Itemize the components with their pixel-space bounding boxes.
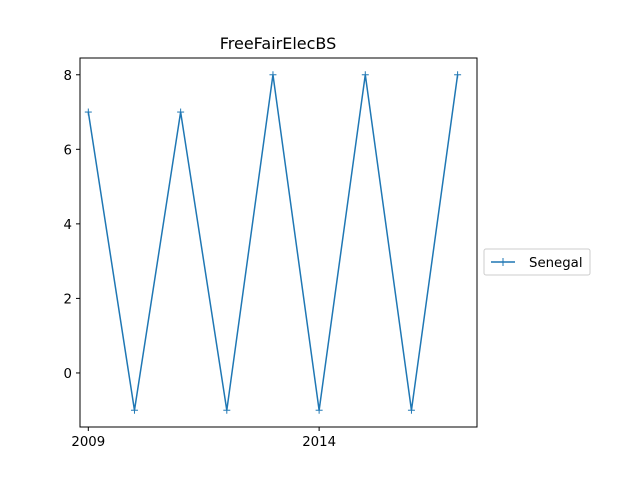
plot-area: 2009 2014 0 2 4 6 8 [64,69,462,450]
data-point-2016 [407,406,415,414]
x-tick-label-2009: 2009 [71,435,105,450]
legend-box [483,248,591,276]
data-point-2012 [223,406,231,414]
y-tick-label-4: 4 [64,218,72,233]
y-tick-label-6: 6 [64,143,72,158]
legend-label-senegal: Senegal [529,256,583,271]
y-tick-label-8: 8 [64,69,72,84]
data-point-2017 [454,71,462,79]
y-tick-label-2: 2 [64,292,72,307]
y-tick-label-0: 0 [64,367,72,382]
chart-title: FreeFairElecBS [220,34,337,53]
data-point-2009 [84,108,92,116]
data-point-2010 [130,406,138,414]
data-point-2013 [269,71,277,79]
axes-frame [79,57,478,428]
x-tick-label-2014: 2014 [302,435,336,450]
data-point-2014 [315,406,323,414]
data-point-2015 [361,71,369,79]
legend: Senegal [483,248,591,276]
data-point-2011 [177,108,185,116]
